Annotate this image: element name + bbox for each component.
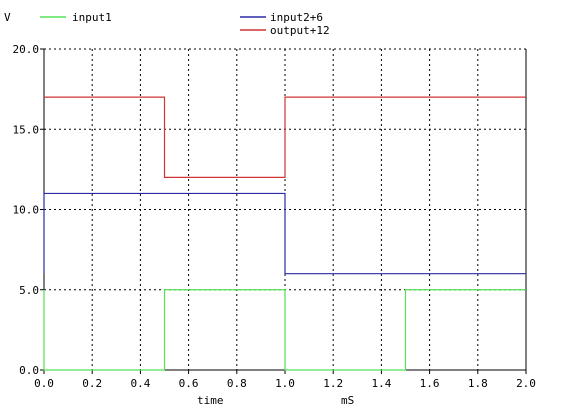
series-group [43,96,526,371]
x-tick-label: 0.8 [227,377,247,390]
x-tick-label: 1.0 [275,377,295,390]
tick-labels: 0.0 0.2 0.4 0.6 0.8 1.0 1.2 1.4 1.6 1.8 2.0 0.0 5.0 1… [13,43,536,390]
series-line-input1 [43,289,526,371]
x-tick-label: 1.2 [323,377,343,390]
y-tick-label: 0.0 [19,364,39,377]
x-tick-label: 1.4 [371,377,391,390]
series-line-output [44,96,526,178]
legend: input1 input2+6 output+12 [40,11,330,37]
y-tick-label: 20.0 [13,43,40,56]
y-unit-label: V [4,11,11,24]
series-line-input2 [43,192,526,275]
x-tick-label: 0.0 [34,377,54,390]
x-tick-label: 0.6 [179,377,199,390]
y-tick-label: 10.0 [13,204,40,217]
x-tick-label: 0.4 [130,377,150,390]
legend-label-input2: input2+6 [270,11,323,24]
legend-label-output: output+12 [270,24,330,37]
x-tick-label: 0.2 [82,377,102,390]
y-tick-label: 15.0 [13,123,40,136]
x-unit-label: mS [341,394,354,407]
legend-label-input1: input1 [72,11,112,24]
y-tick-label: 5.0 [19,284,39,297]
x-tick-label: 1.8 [468,377,488,390]
x-axis-label: time [197,394,224,407]
x-tick-label: 1.6 [420,377,440,390]
x-tick-label: 2.0 [516,377,536,390]
